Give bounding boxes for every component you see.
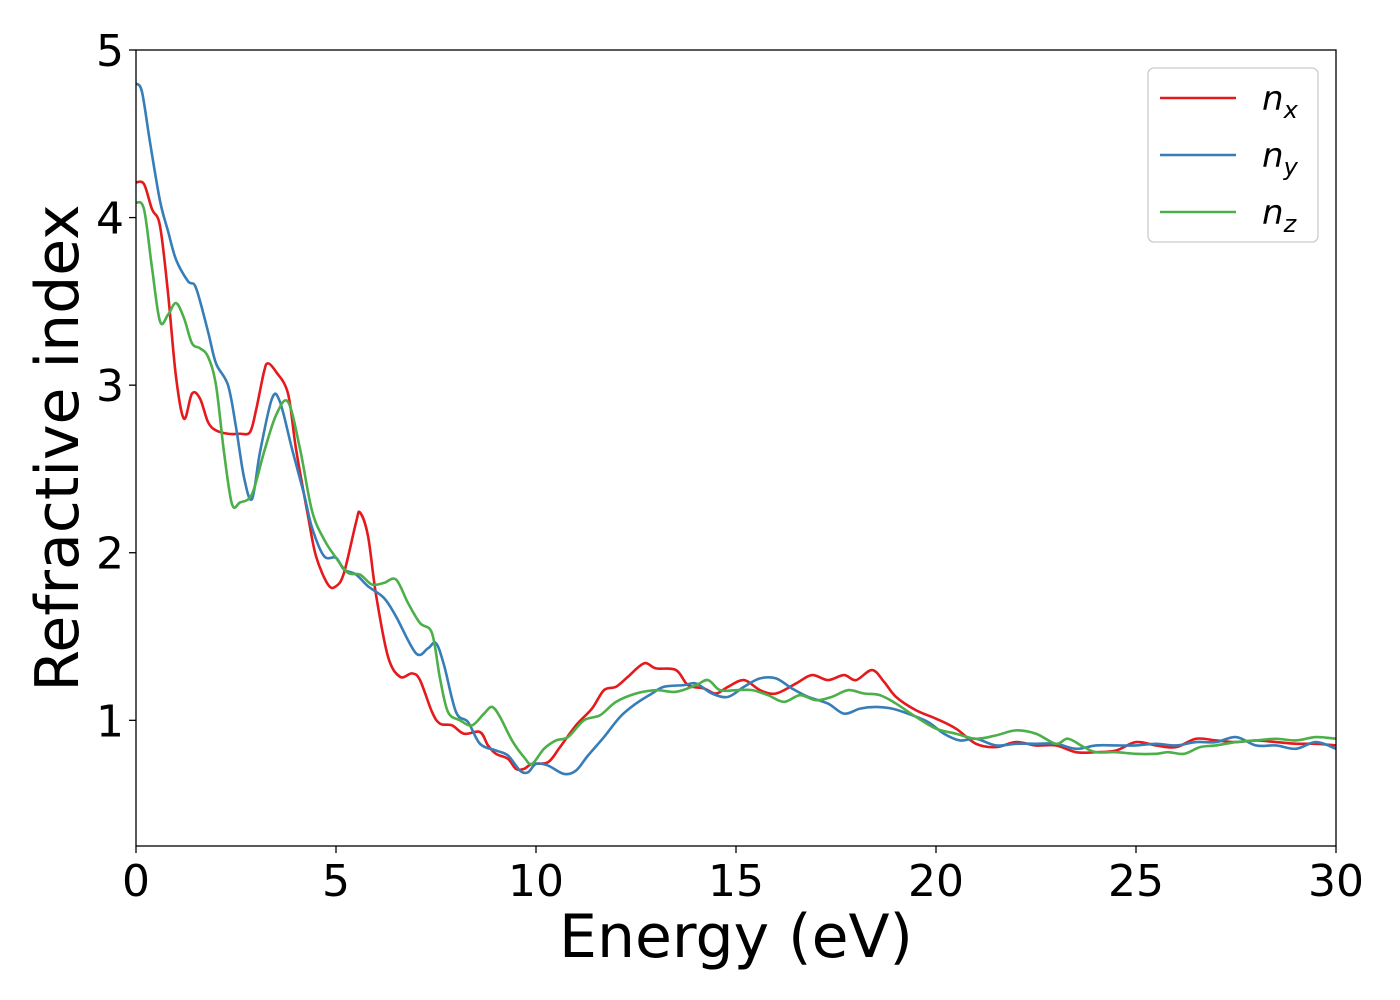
x-tick-label: 0 [122, 856, 150, 907]
legend-entry-n-y: ny [1160, 136, 1299, 181]
y-tick-label: 4 [96, 194, 124, 245]
legend-entry-n-z: nz [1160, 193, 1298, 238]
series-line-n-z [136, 200, 1336, 766]
y-tick-label: 2 [96, 529, 124, 580]
y-tick-label: 1 [96, 696, 124, 747]
legend-entry-n-x: nx [1160, 79, 1299, 124]
y-tick-label: 5 [96, 26, 124, 77]
x-tick-label: 10 [508, 856, 564, 907]
legend: nx ny nz [1147, 67, 1319, 243]
x-axis-title: Energy (eV) [559, 902, 913, 972]
series-layer [136, 82, 1336, 776]
legend-label: ny [1262, 136, 1299, 181]
legend-label: nx [1262, 79, 1299, 124]
x-axis: 0 5 10 15 20 25 30 [122, 846, 1364, 907]
x-tick-label: 15 [708, 856, 764, 907]
x-tick-label: 20 [908, 856, 964, 907]
x-tick-label: 30 [1308, 856, 1364, 907]
legend-label: nz [1262, 193, 1298, 238]
x-tick-label: 5 [322, 856, 350, 907]
x-tick-label: 25 [1108, 856, 1164, 907]
y-axis-title: Refractive index [23, 204, 93, 691]
series-line-n-x [136, 180, 1336, 772]
y-axis: 1 2 3 4 5 [96, 26, 136, 747]
y-tick-label: 3 [96, 361, 124, 412]
